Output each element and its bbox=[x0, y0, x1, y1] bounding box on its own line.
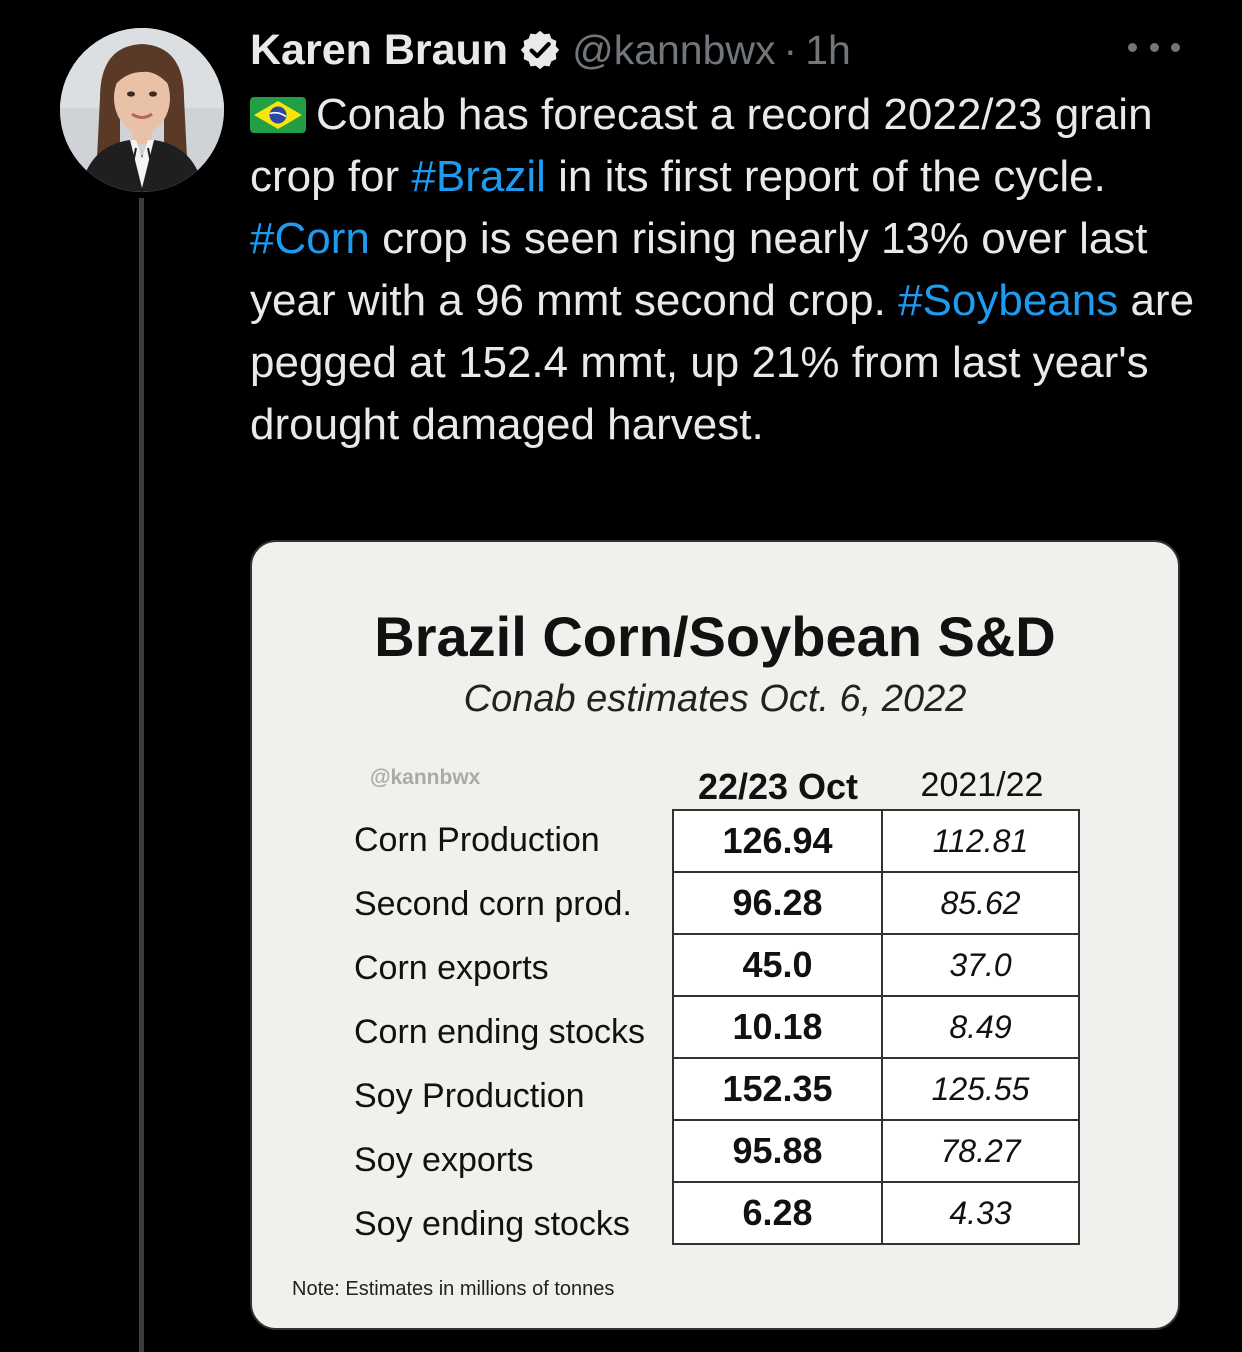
column-header-current: 22/23 Oct bbox=[697, 766, 859, 807]
table-note: Note: Estimates in millions of tonnes bbox=[292, 1278, 615, 1300]
row-label: Corn ending stocks bbox=[354, 1013, 646, 1051]
value-prior: 78.27 bbox=[881, 1119, 1080, 1183]
thread-line bbox=[139, 198, 144, 1352]
chart-title: Brazil Corn/Soybean S&D bbox=[374, 605, 1056, 668]
avatar-portrait-icon bbox=[60, 28, 224, 192]
row-label: Soy ending stocks bbox=[354, 1205, 630, 1243]
tweet-body: Conab has forecast a record 2022/23 grai… bbox=[250, 90, 1194, 449]
column-header-prior: 2021/22 bbox=[920, 766, 1044, 804]
separator-dot: · bbox=[783, 26, 798, 73]
value-prior: 85.62 bbox=[881, 871, 1080, 935]
verified-badge-icon bbox=[518, 28, 562, 72]
hashtag-link[interactable]: #Corn bbox=[250, 214, 370, 263]
value-prior: 8.49 bbox=[881, 995, 1080, 1059]
table-row: 126.94 112.81 bbox=[671, 809, 1080, 873]
tweet-text-segment: Conab has forecast a record 2022/23 grai… bbox=[250, 90, 1153, 201]
value-current: 6.28 bbox=[671, 1181, 884, 1245]
table-row: 152.35 125.55 bbox=[671, 1057, 1080, 1121]
value-current: 95.88 bbox=[671, 1119, 884, 1183]
row-label: Soy exports bbox=[354, 1141, 534, 1179]
data-table: 126.94 112.81 96.28 85.62 45.0 37.0 10.18 8.49 1… bbox=[671, 809, 1080, 1245]
tweet-text: Conab has forecast a record 2022/23 grai… bbox=[250, 84, 1210, 456]
tweet-text-segment: in its first report of the cycle. bbox=[545, 152, 1106, 201]
value-current: 96.28 bbox=[671, 871, 884, 935]
row-label: Second corn prod. bbox=[354, 885, 632, 923]
value-current: 126.94 bbox=[671, 809, 884, 873]
brazil-flag-icon bbox=[250, 88, 306, 133]
row-label: Soy Production bbox=[354, 1077, 585, 1115]
value-prior: 37.0 bbox=[881, 933, 1080, 997]
author-name[interactable]: Karen Braun bbox=[250, 25, 509, 74]
value-current: 152.35 bbox=[671, 1057, 884, 1121]
hashtag-link[interactable]: #Brazil bbox=[411, 152, 546, 201]
table-row: 96.28 85.62 bbox=[671, 871, 1080, 935]
row-label: Corn exports bbox=[354, 949, 549, 987]
value-prior: 125.55 bbox=[881, 1057, 1080, 1121]
tweet-media-image[interactable]: Brazil Corn/Soybean S&D Conab estimates … bbox=[250, 540, 1180, 1330]
table-row: 6.28 4.33 bbox=[671, 1181, 1080, 1245]
chart-subtitle: Conab estimates Oct. 6, 2022 bbox=[463, 678, 967, 720]
more-options-icon[interactable] bbox=[1128, 32, 1180, 62]
value-current: 10.18 bbox=[671, 995, 884, 1059]
table-row: 95.88 78.27 bbox=[671, 1119, 1080, 1183]
row-label: Corn Production bbox=[354, 821, 600, 859]
value-prior: 112.81 bbox=[881, 809, 1080, 873]
tweet-timestamp[interactable]: 1h bbox=[805, 26, 851, 73]
hashtag-link[interactable]: #Soybeans bbox=[898, 276, 1119, 325]
avatar[interactable] bbox=[60, 28, 224, 192]
table-row: 10.18 8.49 bbox=[671, 995, 1080, 1059]
watermark: @kannbwx bbox=[370, 766, 481, 789]
author-handle[interactable]: @kannbwx bbox=[572, 26, 776, 73]
tweet-text-segment: are pegged at 152.4 mmt, up 21% from las… bbox=[250, 276, 1195, 449]
value-current: 45.0 bbox=[671, 933, 884, 997]
tweet-text-segment: crop is seen rising nearly 13% over last… bbox=[250, 214, 1148, 325]
table-row: 45.0 37.0 bbox=[671, 933, 1080, 997]
tweet-header: Karen Braun @kannbwx · 1h bbox=[250, 22, 851, 78]
value-prior: 4.33 bbox=[881, 1181, 1080, 1245]
